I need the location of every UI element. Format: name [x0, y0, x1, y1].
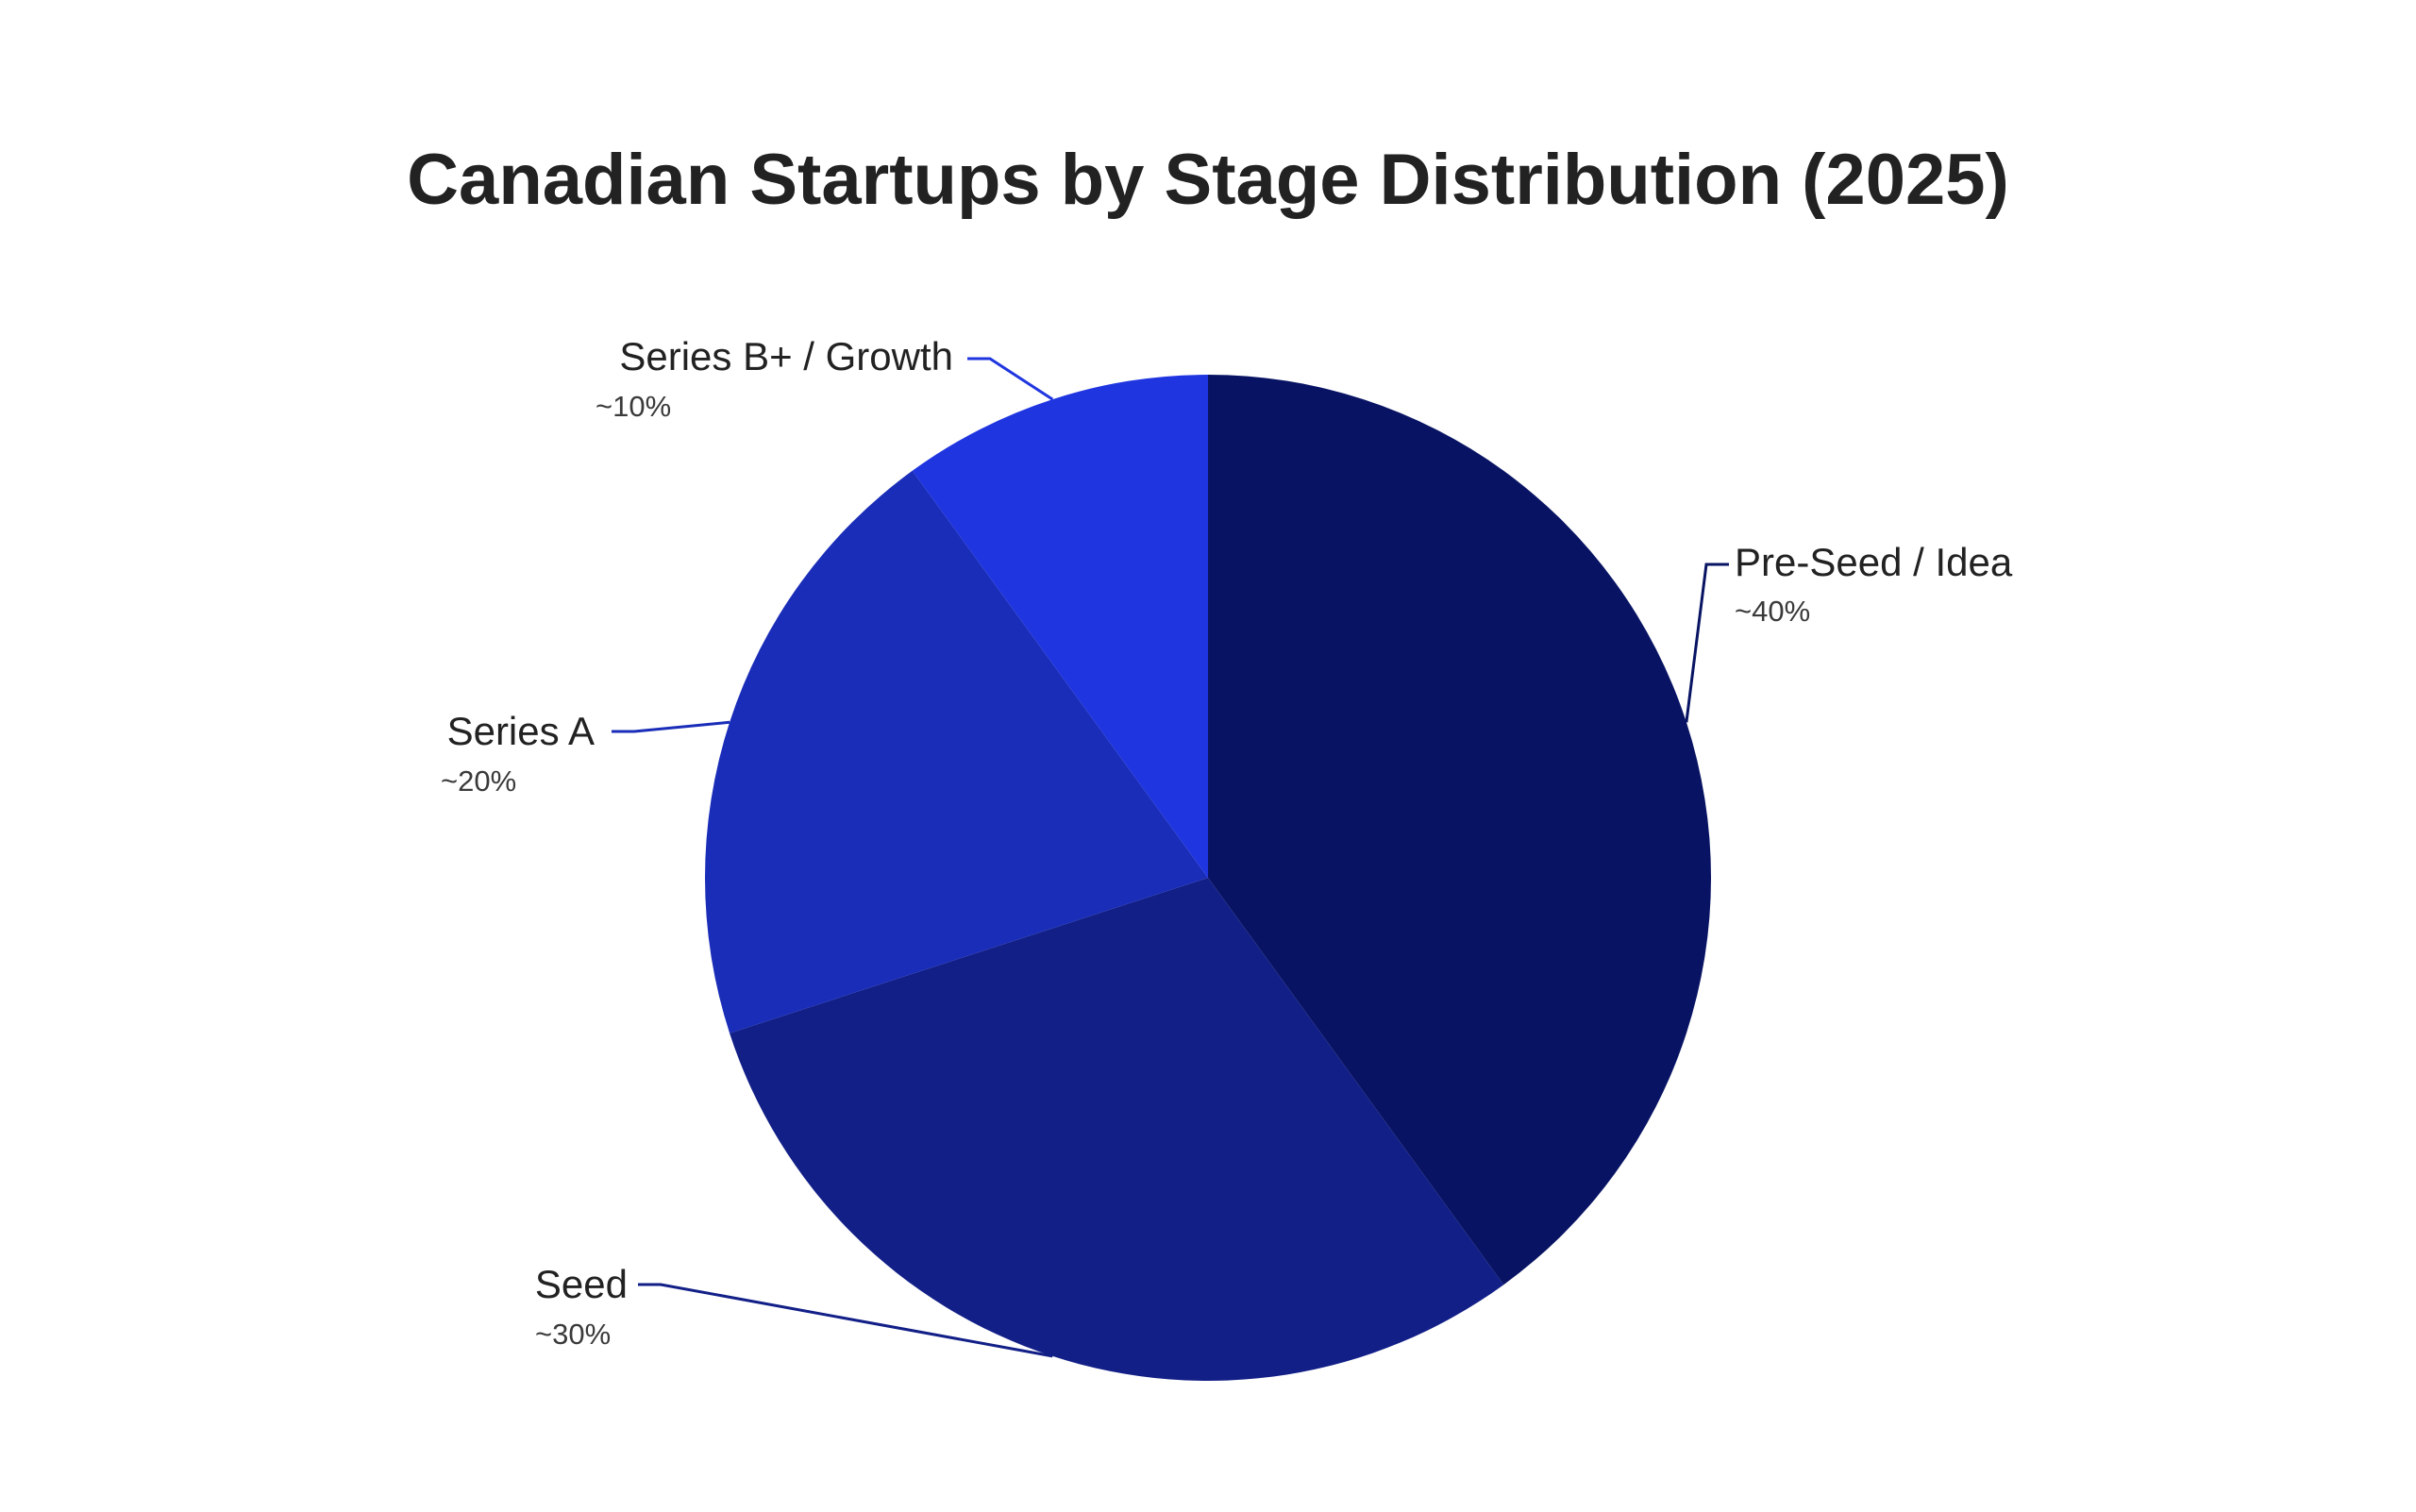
- slice-value-series-a: ~20%: [441, 764, 516, 798]
- slice-label-series-b-growth: Series B+ / Growth: [619, 334, 953, 378]
- pie-slice-pre-seed-idea: [1208, 375, 1712, 1285]
- slice-label-series-a: Series A: [447, 709, 595, 753]
- pie-slice-seed: [730, 878, 1504, 1382]
- leader-line-series-a: [612, 720, 730, 733]
- slice-label-seed: Seed: [535, 1262, 628, 1306]
- leader-line-pre-seed-idea: [1685, 563, 1729, 723]
- pie-slice-series-b-growth: [912, 375, 1208, 878]
- leader-line-seed: [638, 1283, 1053, 1358]
- chart-title: Canadian Startups by Stage Distribution …: [407, 140, 2009, 220]
- slice-value-series-b-growth: ~10%: [596, 390, 671, 423]
- leader-line-series-b-growth: [967, 357, 1054, 401]
- slice-label-pre-seed-idea: Pre-Seed / Idea: [1735, 540, 2013, 584]
- pie-labels: Pre-Seed / Idea ~40% Seed ~30% Series A ~20% S…: [441, 334, 2013, 1358]
- slice-value-pre-seed-idea: ~40%: [1735, 595, 1810, 628]
- pie-slice-series-a: [705, 470, 1208, 1033]
- slice-value-seed: ~30%: [535, 1318, 611, 1351]
- pie-slices: [705, 375, 1712, 1382]
